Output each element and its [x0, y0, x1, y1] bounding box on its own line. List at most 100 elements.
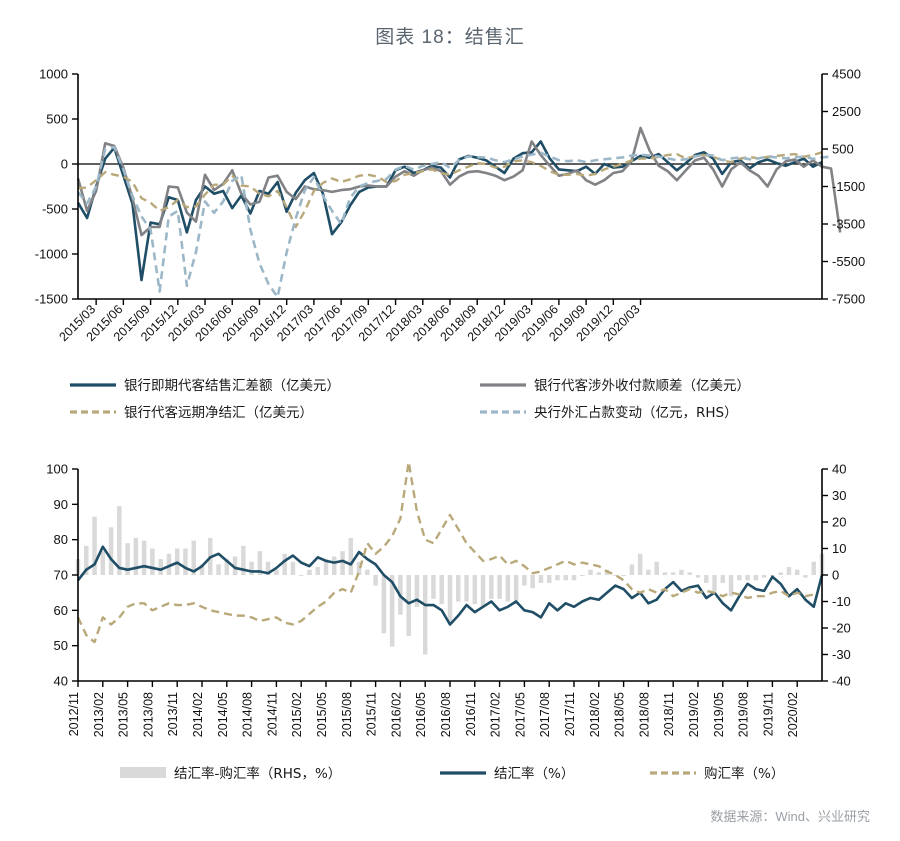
bar: [522, 575, 527, 586]
bar: [315, 567, 320, 575]
x-tick-label: 2015/02: [290, 692, 304, 737]
page-title: 图表 18：结售汇: [375, 27, 525, 48]
legend: 结汇率-购汇率（RHS，%） 结汇率（%） 购汇率（%）: [120, 765, 784, 782]
bar: [679, 569, 684, 575]
right-tick-label: 40: [832, 462, 846, 477]
right-tick-label: 4500: [832, 67, 861, 82]
bar: [133, 537, 139, 575]
legend-label: 银行代客远期净结汇（亿美元）: [124, 404, 313, 421]
bar: [241, 545, 246, 575]
left-tick-label: 90: [54, 497, 68, 512]
x-tick-label: 2019/02: [687, 692, 701, 737]
x-tick-label: 2016/11: [464, 692, 478, 736]
bar: [778, 572, 783, 575]
legend-label: 结汇率-购汇率（RHS，%）: [174, 765, 341, 782]
x-tick-label: 2013/11: [166, 692, 180, 736]
legend-swatch: [120, 767, 166, 778]
bar: [348, 537, 354, 575]
bar: [712, 575, 717, 591]
bar: [596, 572, 602, 575]
bar: [150, 548, 155, 575]
x-tick-label: 2014/08: [241, 692, 255, 737]
bar: [637, 553, 643, 575]
bar: [489, 575, 494, 599]
right-tick-label: -1500: [832, 179, 865, 194]
bar: [687, 572, 692, 575]
bar: [728, 575, 734, 597]
series-line-pboc_fx_position_change: [76, 145, 832, 299]
x-tick-label: 2016/05: [414, 692, 428, 737]
series-line-spot_settlement_diff: [76, 140, 823, 282]
bar: [389, 575, 395, 647]
bar: [265, 561, 271, 575]
legend: 银行即期代客结售汇差额（亿美元） 银行代客远期净结汇（亿美元） 银行代客涉外收付款顺…: [70, 377, 750, 421]
bar: [555, 575, 560, 581]
right-tick-label: 0: [832, 568, 839, 583]
bar: [761, 575, 767, 578]
right-tick-label: -7500: [832, 292, 865, 307]
bar: [794, 569, 800, 575]
left-tick-label: 70: [54, 568, 68, 583]
legend-label: 购汇率（%）: [704, 765, 784, 782]
bar: [323, 559, 329, 575]
bar: [646, 569, 651, 575]
bar: [232, 556, 238, 575]
bar: [621, 575, 626, 576]
bar: [563, 575, 568, 581]
left-tick-label: 0: [61, 157, 68, 172]
series-line-fx_receipts_payments: [76, 126, 842, 237]
bar: [720, 575, 726, 583]
bar: [158, 559, 163, 575]
bar: [340, 551, 345, 575]
x-tick-label: 2019/08: [737, 692, 751, 737]
right-tick-label: 2500: [832, 104, 861, 119]
left-tick-label: 50: [54, 638, 68, 653]
bar: [108, 527, 114, 575]
bar: [472, 575, 478, 605]
bar: [513, 575, 519, 605]
bar: [753, 575, 759, 581]
x-tick-label: 2014/05: [216, 692, 230, 737]
bar: [654, 561, 659, 575]
x-tick-label: 2018/02: [588, 692, 602, 737]
bar: [811, 561, 816, 575]
left-tick-label: -1500: [35, 292, 68, 307]
right-tick-label: 20: [832, 515, 846, 530]
x-tick-label: 2018/08: [637, 692, 651, 737]
right-tick-label: 500: [832, 142, 854, 157]
left-tick-label: -500: [42, 202, 68, 217]
bar: [406, 575, 411, 636]
x-tick-label: 2016/02: [389, 692, 403, 737]
bar: [199, 564, 205, 575]
right-tick-label: 30: [832, 488, 846, 503]
bar: [613, 575, 618, 576]
x-tick-label: 2018/05: [613, 692, 627, 737]
bar-series: [75, 506, 825, 655]
bar: [290, 561, 296, 575]
bar: [497, 575, 502, 599]
x-tick-label: 2017/05: [513, 692, 527, 737]
bar: [695, 575, 701, 578]
bar: [505, 575, 511, 602]
x-tick-label: 2017/08: [538, 692, 552, 737]
chart-settlement-purchase-rate: 100 90 80 70 60 50 40 40 30 20 10 0 -10 -20 -30 -40 2012…: [0, 455, 900, 800]
bar: [100, 551, 106, 575]
bar: [480, 575, 486, 607]
x-tick-label: 2017/11: [563, 692, 577, 736]
left-tick-label: 40: [54, 674, 68, 689]
bar: [216, 564, 221, 575]
bar: [447, 575, 453, 623]
bar: [670, 572, 676, 575]
bar: [422, 575, 428, 655]
right-tick-label: -40: [832, 674, 851, 689]
x-tick-label: 2015/08: [340, 692, 354, 737]
bar: [414, 575, 420, 607]
x-tick-label: 2018/11: [662, 692, 676, 736]
bar: [257, 551, 263, 575]
bar: [141, 540, 147, 575]
bar: [546, 575, 552, 583]
legend-label: 银行代客涉外收付款顺差（亿美元）: [534, 377, 750, 394]
bar: [439, 575, 444, 605]
bar: [191, 540, 196, 575]
left-tick-label: 80: [54, 532, 68, 547]
